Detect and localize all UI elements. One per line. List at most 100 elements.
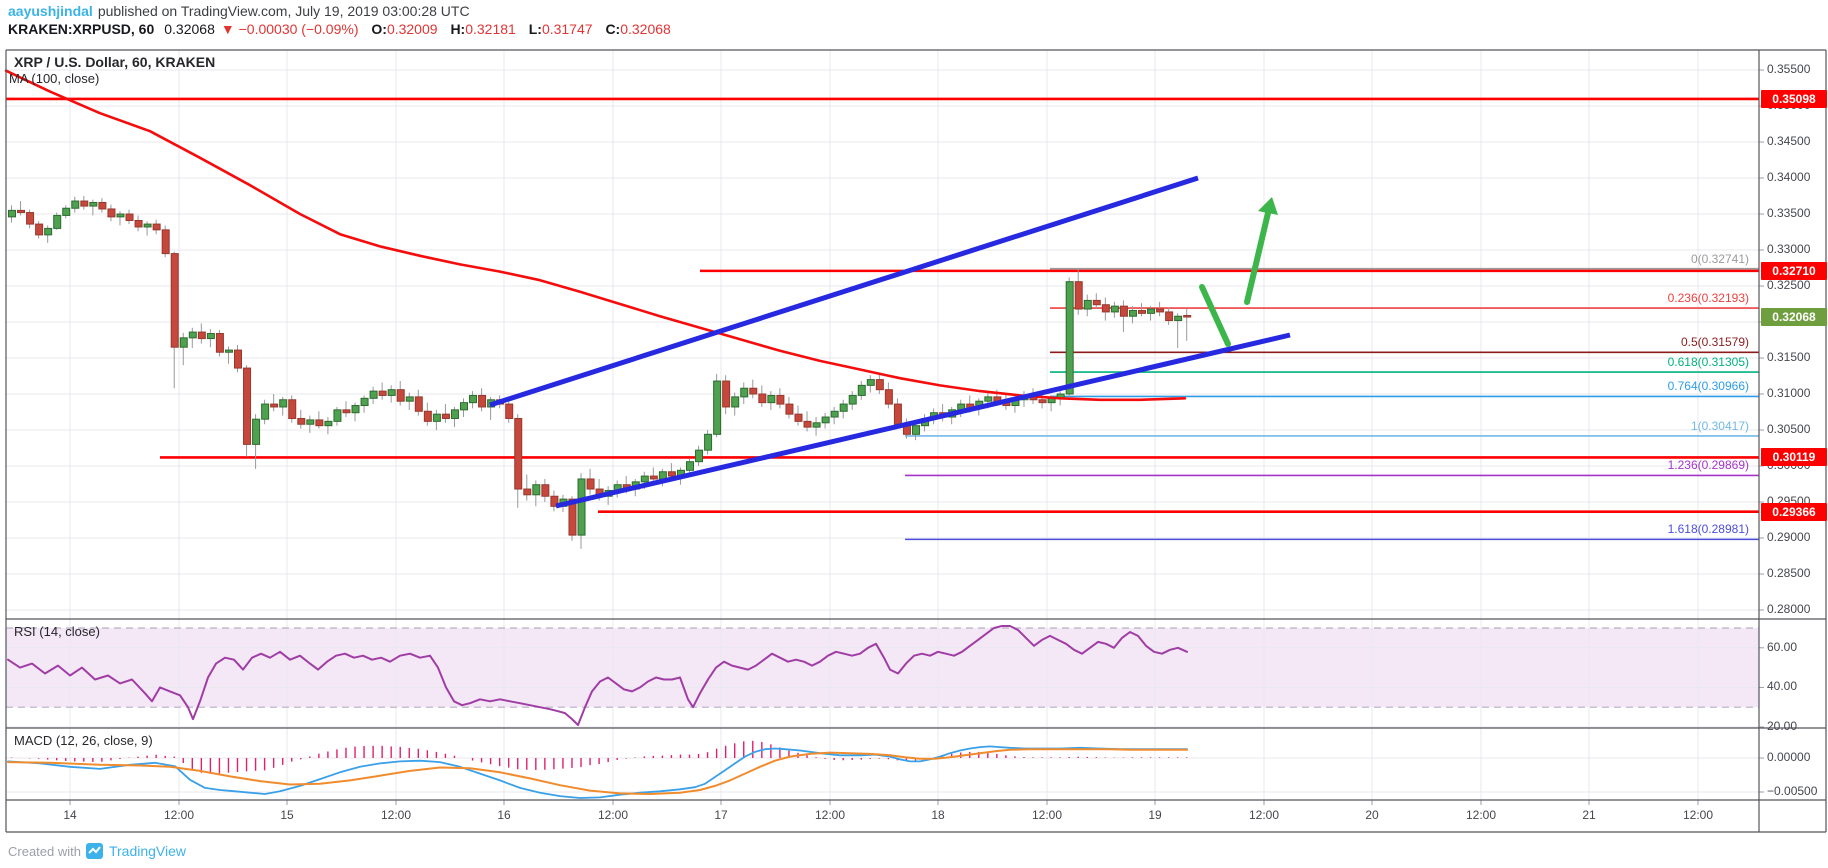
time-axis-label: 12:00: [1465, 808, 1497, 822]
price-axis-label: 0.28000: [1767, 602, 1811, 616]
candle-up: [866, 379, 875, 386]
candle-down: [170, 253, 179, 348]
candle-up: [695, 449, 704, 463]
down-arrow-icon: ▼: [220, 21, 235, 37]
candle-down: [586, 478, 595, 490]
rsi-line: [7, 625, 1188, 726]
low-label: L:: [528, 21, 542, 37]
publish-info-line: aayushjindal published on TradingView.com…: [8, 3, 470, 19]
candle-down: [649, 475, 658, 480]
candle-down: [125, 213, 134, 221]
price-badge: 0.32710: [1761, 261, 1827, 280]
candle-up: [333, 409, 342, 422]
candle-down: [35, 223, 44, 236]
time-axis-label: 21: [1582, 808, 1596, 822]
fib-label: 1.618(0.28981): [1667, 522, 1749, 537]
candle-up: [360, 397, 369, 407]
candle-down: [1138, 309, 1146, 314]
footer: Created with TradingView: [8, 842, 186, 860]
trendline: [555, 332, 1291, 509]
high-label: H:: [450, 21, 466, 37]
candle-up: [53, 214, 62, 229]
candle-down: [568, 498, 577, 536]
green-arrow-shaft: [1244, 210, 1271, 305]
symbol-name: KRAKEN:XRPUSD, 60: [8, 21, 155, 37]
time-axis-label: 12:00: [597, 808, 629, 822]
candle-down: [441, 413, 450, 419]
candle-down: [794, 413, 803, 422]
candle-down: [1092, 299, 1101, 306]
candle-down: [875, 379, 884, 391]
candle-up: [532, 484, 541, 496]
open-label: O:: [371, 21, 387, 37]
tradingview-logo-icon: [85, 843, 103, 859]
candle-up: [821, 416, 830, 424]
price-axis-label: 0.34500: [1767, 134, 1811, 148]
last-price: 0.32068: [164, 21, 215, 37]
candle-down: [758, 393, 767, 404]
ma100-line: [4, 69, 1187, 402]
macd-signal-line: [7, 748, 1188, 795]
candle-up: [252, 418, 261, 445]
candle-down: [1156, 308, 1165, 313]
macd-legend: MACD (12, 26, close, 9): [14, 733, 153, 748]
tradingview-brand-link[interactable]: TradingView: [108, 843, 187, 859]
candle-up: [686, 461, 694, 471]
candle-up: [577, 478, 586, 536]
candle-up: [387, 389, 396, 396]
candle-up: [405, 396, 414, 402]
publish-text: published on TradingView.com, July 19, 2…: [97, 3, 470, 19]
candle-down: [26, 212, 35, 225]
symbol-ohlc-line: KRAKEN:XRPUSD, 60 0.32068 ▼ −0.00030 (−0.0…: [8, 21, 671, 37]
candle-up: [731, 396, 740, 408]
candle-down: [152, 223, 161, 231]
price-axis-label: 0.31000: [1767, 386, 1811, 400]
candle-down: [803, 420, 812, 428]
candle-up: [116, 213, 125, 218]
candle-up: [469, 394, 478, 404]
candle-down: [514, 417, 523, 490]
price-badge: 0.30119: [1761, 448, 1827, 467]
close-value: 0.32068: [620, 21, 671, 37]
candle-down: [134, 219, 143, 228]
price-axis-label: 0.35500: [1767, 62, 1811, 76]
green-check-stroke: [1199, 284, 1231, 347]
high-value: 0.32181: [465, 21, 516, 37]
chart-title: XRP / U.S. Dollar, 60, KRAKEN: [14, 54, 216, 70]
candle-up: [640, 475, 649, 483]
price-badge: 0.29366: [1761, 502, 1827, 521]
candle-down: [749, 387, 758, 395]
author-link[interactable]: aayushjindal: [8, 3, 93, 19]
fib-label: 0.5(0.31579): [1680, 335, 1749, 350]
time-axis-label: 19: [1148, 808, 1162, 822]
candle-up: [188, 331, 197, 339]
candle-down: [414, 396, 423, 412]
candle-up: [206, 333, 215, 340]
candle-up: [179, 337, 188, 348]
candle-down: [234, 349, 242, 369]
candle-up: [704, 433, 713, 451]
candle-down: [107, 208, 116, 218]
candle-down: [342, 409, 351, 414]
candle-down: [541, 484, 550, 497]
macd-line: [7, 745, 1188, 799]
candle-down: [667, 471, 676, 477]
price-axis-label: 0.28500: [1767, 566, 1811, 580]
candle-down: [215, 333, 224, 353]
candle-up: [351, 405, 360, 414]
candle-up: [306, 419, 315, 425]
time-axis-label: 12:00: [163, 808, 195, 822]
fib-label: 0.236(0.32193): [1667, 291, 1749, 306]
rsi-axis-label: 60.00: [1767, 639, 1798, 654]
candle-down: [776, 394, 785, 405]
trendline: [489, 175, 1199, 408]
candle-up: [279, 399, 288, 408]
price-axis-label: 0.33000: [1767, 242, 1811, 256]
fib-label: 1(0.30417): [1690, 418, 1749, 433]
candle-down: [378, 390, 387, 396]
candle-down: [1119, 305, 1128, 317]
price-badge: 0.32068: [1761, 308, 1827, 327]
candle-down: [197, 331, 206, 340]
